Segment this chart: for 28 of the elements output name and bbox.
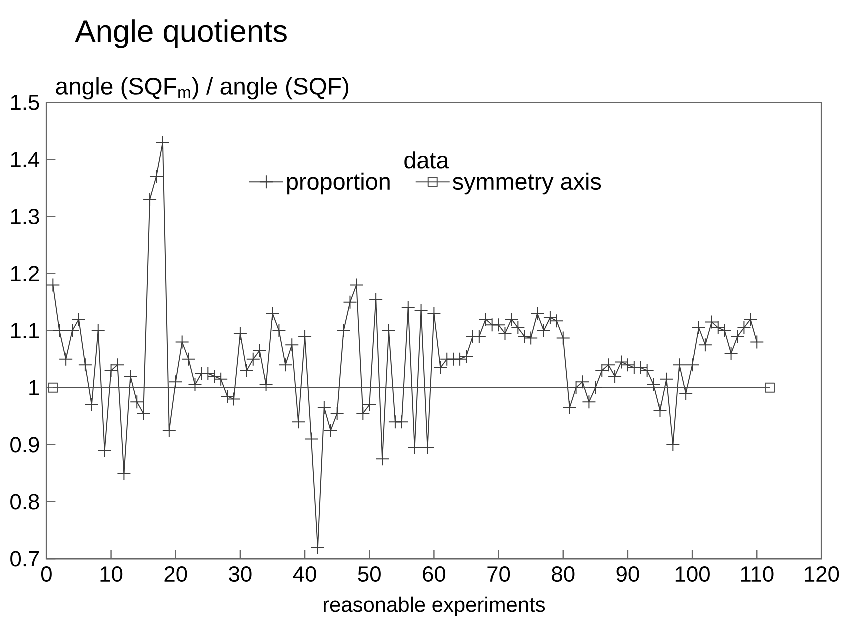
y-tick-label: 1.2 [11, 266, 40, 282]
x-tick-label: 120 [805, 566, 840, 582]
x-tick-label: 60 [423, 566, 446, 582]
chart-title: Angle quotients [75, 20, 287, 48]
y-tick-label: 1 [30, 380, 40, 396]
y-tick-label: 0.7 [10, 551, 40, 567]
x-tick-label: 0 [41, 566, 52, 582]
legend-title: data [404, 152, 450, 169]
x-tick-label: 100 [676, 566, 710, 582]
x-tick-label: 110 [741, 566, 774, 582]
x-tick-label: 70 [488, 566, 510, 582]
x-axis-title: reasonable experiments [324, 596, 546, 616]
y-tick-label: 1.1 [11, 323, 40, 338]
legend-label: symmetry axis [453, 172, 602, 195]
x-tick-label: 20 [164, 566, 188, 582]
y-tick-label: 0.9 [10, 437, 40, 453]
y-tick-label: 1.4 [11, 152, 40, 168]
y-tick-label: 0.8 [10, 494, 40, 510]
x-tick-label: 90 [616, 566, 640, 582]
y-tick-label: 1.3 [11, 209, 40, 225]
x-tick-label: 30 [229, 566, 252, 582]
legend-label: proportion [287, 172, 390, 195]
x-tick-label: 50 [358, 566, 381, 582]
x-tick-label: 10 [100, 566, 123, 582]
y-tick-label: 1.5 [11, 95, 40, 110]
y-axis-title: angle (SQF$_{m}$) / angle (SQF) [56, 77, 349, 100]
x-tick-label: 80 [552, 566, 575, 582]
x-tick-label: 40 [293, 566, 316, 582]
